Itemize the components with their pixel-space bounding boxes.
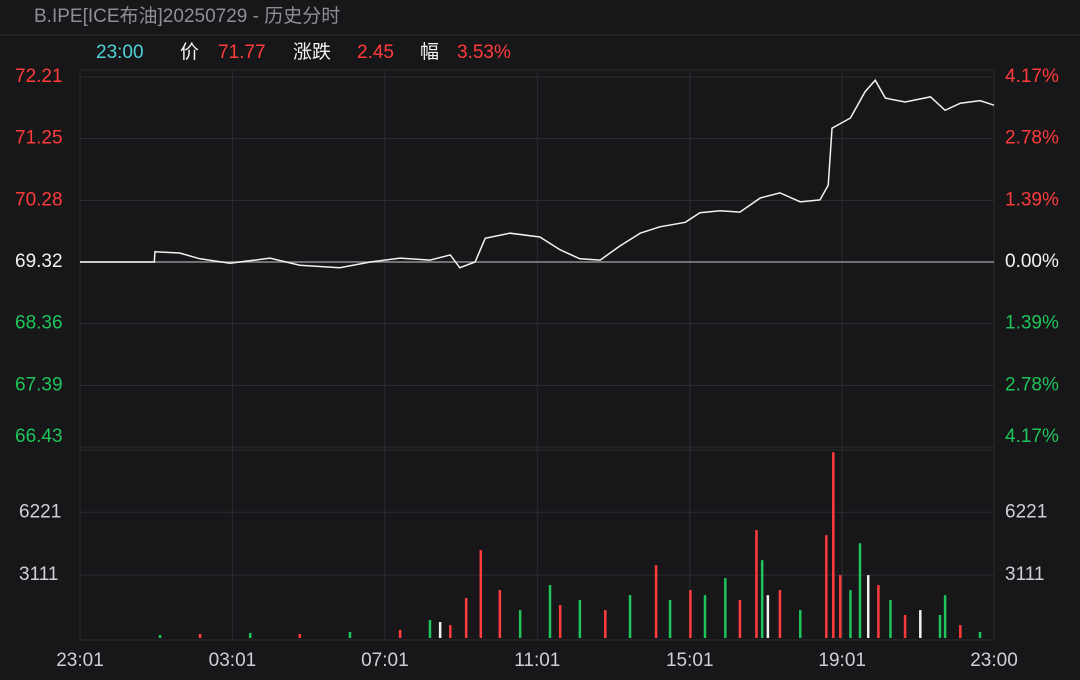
volume-bar (943, 595, 947, 638)
volume-bar (978, 631, 982, 638)
volume-bar (498, 590, 502, 638)
volume-bar (849, 590, 852, 638)
volume-bar (438, 622, 442, 638)
volume-bar (628, 595, 632, 638)
y2-tick-label: 0.00% (1005, 251, 1059, 272)
y2-tick-label: 2.78% (1005, 374, 1059, 395)
volume-bar (464, 597, 468, 638)
x-tick-label: 19:01 (818, 650, 866, 671)
volume-bar (518, 610, 522, 638)
volume-bar (298, 633, 302, 638)
y2-tick-label: 2.78% (1005, 128, 1059, 149)
volume-bar (877, 585, 880, 638)
volume-bar (839, 575, 842, 638)
y2-tick-label: 4.17% (1005, 426, 1059, 447)
volume-bar (799, 610, 802, 638)
pct: 3.53% (457, 42, 511, 63)
price-line (80, 78, 995, 269)
volume-bar (938, 614, 942, 638)
volume-bar (449, 625, 452, 638)
x-tick-label: 15:01 (666, 650, 714, 671)
volume-bar (703, 595, 707, 638)
volume-bar (724, 578, 727, 638)
page-title: B.IPE[ICE布油]20250729 - 历史分时 (34, 5, 340, 27)
price: 71.77 (218, 42, 266, 63)
volume-bar (919, 610, 922, 638)
x-tick-label: 11:01 (514, 650, 560, 671)
volume-bar (778, 590, 782, 638)
x-tick-label: 23:01 (56, 650, 104, 671)
volume-bar (398, 629, 402, 638)
volume-bar (654, 565, 658, 638)
volume-bar (766, 595, 770, 638)
x-tick-label: 03:01 (209, 650, 257, 671)
y-tick-label: 69.32 (15, 251, 63, 272)
volume-bar (755, 530, 758, 638)
volume-bar (578, 599, 582, 638)
volume-bar (548, 585, 552, 638)
volume-bar (348, 631, 352, 638)
y2-tick-label: 3111 (1005, 564, 1044, 585)
volume-bar (858, 543, 862, 638)
volume-bar (825, 535, 828, 638)
x-tick-label: 23:00 (970, 650, 1018, 671)
y-tick-label: 66.43 (15, 426, 63, 447)
volume-bar (248, 632, 252, 638)
volume-bar (738, 599, 742, 638)
y2-tick-label: 1.39% (1005, 313, 1059, 334)
volume-bar (866, 575, 870, 638)
volume-bar (832, 452, 835, 638)
change: 2.45 (357, 42, 394, 63)
y-tick-label: 70.28 (15, 190, 63, 211)
volume-bar (903, 614, 907, 638)
volume-bar (689, 590, 692, 638)
volume-bar (668, 599, 672, 638)
time: 23:00 (96, 42, 144, 63)
volume-bar (158, 634, 162, 638)
y-tick-label: 3111 (19, 564, 58, 585)
y-tick-label: 67.39 (15, 375, 63, 396)
y2-tick-label: 4.17% (1005, 66, 1059, 87)
volume-bar (198, 633, 202, 638)
y-tick-label: 6221 (19, 501, 61, 522)
x-tick-label: 07:01 (361, 650, 409, 671)
y2-tick-label: 6221 (1005, 501, 1047, 522)
volume-bar (760, 560, 764, 638)
price-label: 价 (180, 42, 199, 63)
volume-bar (558, 605, 562, 638)
y-tick-label: 71.25 (15, 127, 63, 148)
y-tick-label: 72.21 (15, 66, 63, 87)
change-label: 涨跌 (293, 41, 331, 63)
y-tick-label: 68.36 (15, 312, 63, 333)
volume-bar (604, 610, 607, 638)
volume-bar (959, 625, 962, 638)
y2-tick-label: 1.39% (1005, 189, 1059, 210)
pct-label: 幅 (420, 41, 439, 63)
volume-bar (479, 550, 483, 638)
volume-bar (889, 599, 892, 638)
volume-bar (428, 620, 432, 638)
